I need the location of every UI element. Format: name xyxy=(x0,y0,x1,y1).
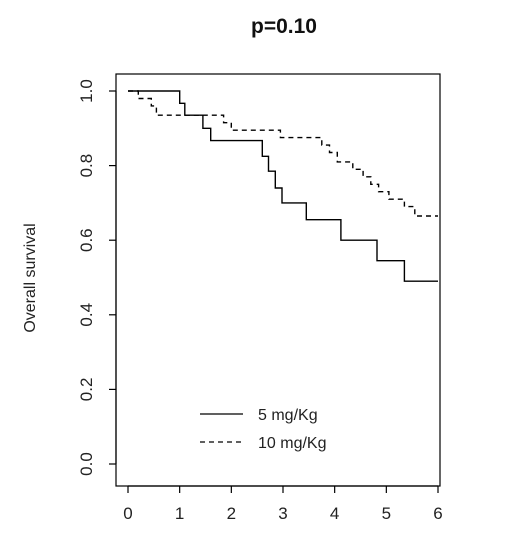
x-tick-label: 5 xyxy=(382,504,391,523)
series-layer xyxy=(128,90,438,282)
series-line-5mg xyxy=(128,90,438,282)
y-axis: 0.0 0.2 0.4 0.6 0.8 1.0 xyxy=(77,79,117,476)
legend: 5 mg/Kg 10 mg/Kg xyxy=(200,407,326,452)
x-tick-label: 6 xyxy=(433,504,442,523)
y-axis-label: Overall survival xyxy=(22,223,39,332)
y-tick-label: 1.0 xyxy=(77,79,96,103)
series-line-10mg xyxy=(128,90,438,217)
y-tick-label: 0.0 xyxy=(77,452,96,476)
y-tick-label: 0.6 xyxy=(77,228,96,252)
x-tick-label: 1 xyxy=(175,504,184,523)
legend-label-10mg: 10 mg/Kg xyxy=(258,435,326,452)
chart-title: p=0.10 xyxy=(251,15,317,38)
x-tick-label: 2 xyxy=(227,504,236,523)
legend-label-5mg: 5 mg/Kg xyxy=(258,407,318,424)
x-axis: 0 1 2 3 4 5 6 xyxy=(123,485,443,523)
x-tick-label: 3 xyxy=(278,504,287,523)
x-tick-label: 0 xyxy=(123,504,132,523)
x-tick-label: 4 xyxy=(330,504,339,523)
y-tick-label: 0.2 xyxy=(77,378,96,402)
plot-frame xyxy=(115,73,441,487)
y-tick-label: 0.4 xyxy=(77,303,96,327)
y-tick-label: 0.8 xyxy=(77,154,96,178)
